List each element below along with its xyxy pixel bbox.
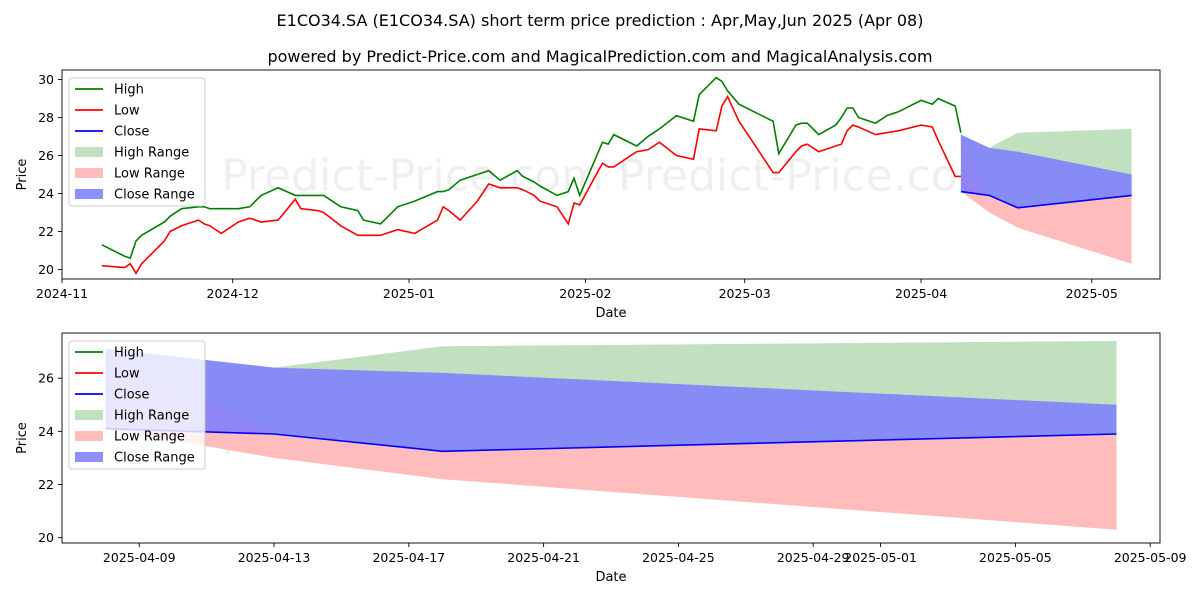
chart-title: E1CO34.SA (E1CO34.SA) short term price p… xyxy=(277,11,924,30)
y-tick-label: 22 xyxy=(38,224,54,239)
watermark-text: Predict-Price.com Predict-Price.com xyxy=(221,151,1000,202)
x-tick-label: 2025-04-29 xyxy=(777,550,850,565)
y-tick-label: 22 xyxy=(38,477,54,492)
chart-subtitle: powered by Predict-Price.com and Magical… xyxy=(267,47,932,66)
legend-swatch xyxy=(75,168,103,178)
plot-frame xyxy=(61,332,1161,544)
y-tick-label: 26 xyxy=(38,148,54,163)
x-tick-label: 2025-04-17 xyxy=(372,550,445,565)
legend-label: Close Range xyxy=(114,451,195,466)
x-tick-label: 2025-02 xyxy=(559,286,611,301)
x-tick-label: 2025-05-01 xyxy=(844,550,917,565)
low-range-band xyxy=(960,134,1132,264)
legend-swatch xyxy=(75,147,103,157)
legend-label: Close Range xyxy=(114,188,195,203)
close-range-band xyxy=(960,134,1132,208)
x-tick-label: 2025-04 xyxy=(895,286,947,301)
low-series-line xyxy=(101,94,961,275)
y-axis-label: Price xyxy=(15,422,30,454)
x-tick-label: 2025-03 xyxy=(719,286,771,301)
x-axis-label: Date xyxy=(595,306,626,321)
high-series-line xyxy=(101,76,962,260)
x-tick-label: 2025-05 xyxy=(1066,286,1118,301)
legend-label: High xyxy=(114,346,144,361)
legend-label: Close xyxy=(114,125,149,140)
x-tick-label: 2025-05-05 xyxy=(979,550,1052,565)
x-axis-label: Date xyxy=(595,570,626,585)
x-tick-label: 2025-05-09 xyxy=(1114,550,1187,565)
x-tick-label: 2024-11 xyxy=(36,286,88,301)
legend-swatch xyxy=(75,189,103,199)
legend-swatch xyxy=(75,410,103,420)
y-tick-label: 20 xyxy=(38,530,54,545)
y-tick-label: 30 xyxy=(38,72,54,87)
x-tick-label: 2025-04-21 xyxy=(507,550,580,565)
legend-label: High Range xyxy=(114,409,189,424)
legend-label: Low Range xyxy=(114,430,185,445)
y-tick-label: 20 xyxy=(38,262,54,277)
close-series-line xyxy=(960,190,1132,209)
x-tick-label: 2025-04-13 xyxy=(238,550,311,565)
y-tick-label: 24 xyxy=(38,186,54,201)
y-axis-label: Price xyxy=(15,159,30,191)
top-panel: Predict-Price.com Predict-Price.com 2024-… xyxy=(15,69,1161,321)
x-tick-label: 2024-12 xyxy=(207,286,259,301)
low-range-band xyxy=(105,348,1117,530)
legend-label: Close xyxy=(114,388,149,403)
y-tick-label: 28 xyxy=(38,110,54,125)
legend-label: High Range xyxy=(114,146,189,161)
legend-label: Low xyxy=(114,104,140,119)
x-tick-label: 2025-01 xyxy=(383,286,435,301)
x-tick-label: 2025-04-25 xyxy=(642,550,715,565)
legend-label: Low Range xyxy=(114,167,185,182)
plot-frame xyxy=(61,69,1161,280)
legend-label: High xyxy=(114,83,144,98)
bottom-panel: Predict-Price.com Predict-Price.com2025-… xyxy=(15,332,1187,585)
legend-swatch xyxy=(75,452,103,462)
x-tick-label: 2025-04-09 xyxy=(103,550,176,565)
y-tick-label: 26 xyxy=(38,371,54,386)
legend-label: Low xyxy=(114,367,140,382)
legend-swatch xyxy=(75,431,103,441)
y-tick-label: 24 xyxy=(38,424,54,439)
close-range-band xyxy=(105,348,1117,452)
